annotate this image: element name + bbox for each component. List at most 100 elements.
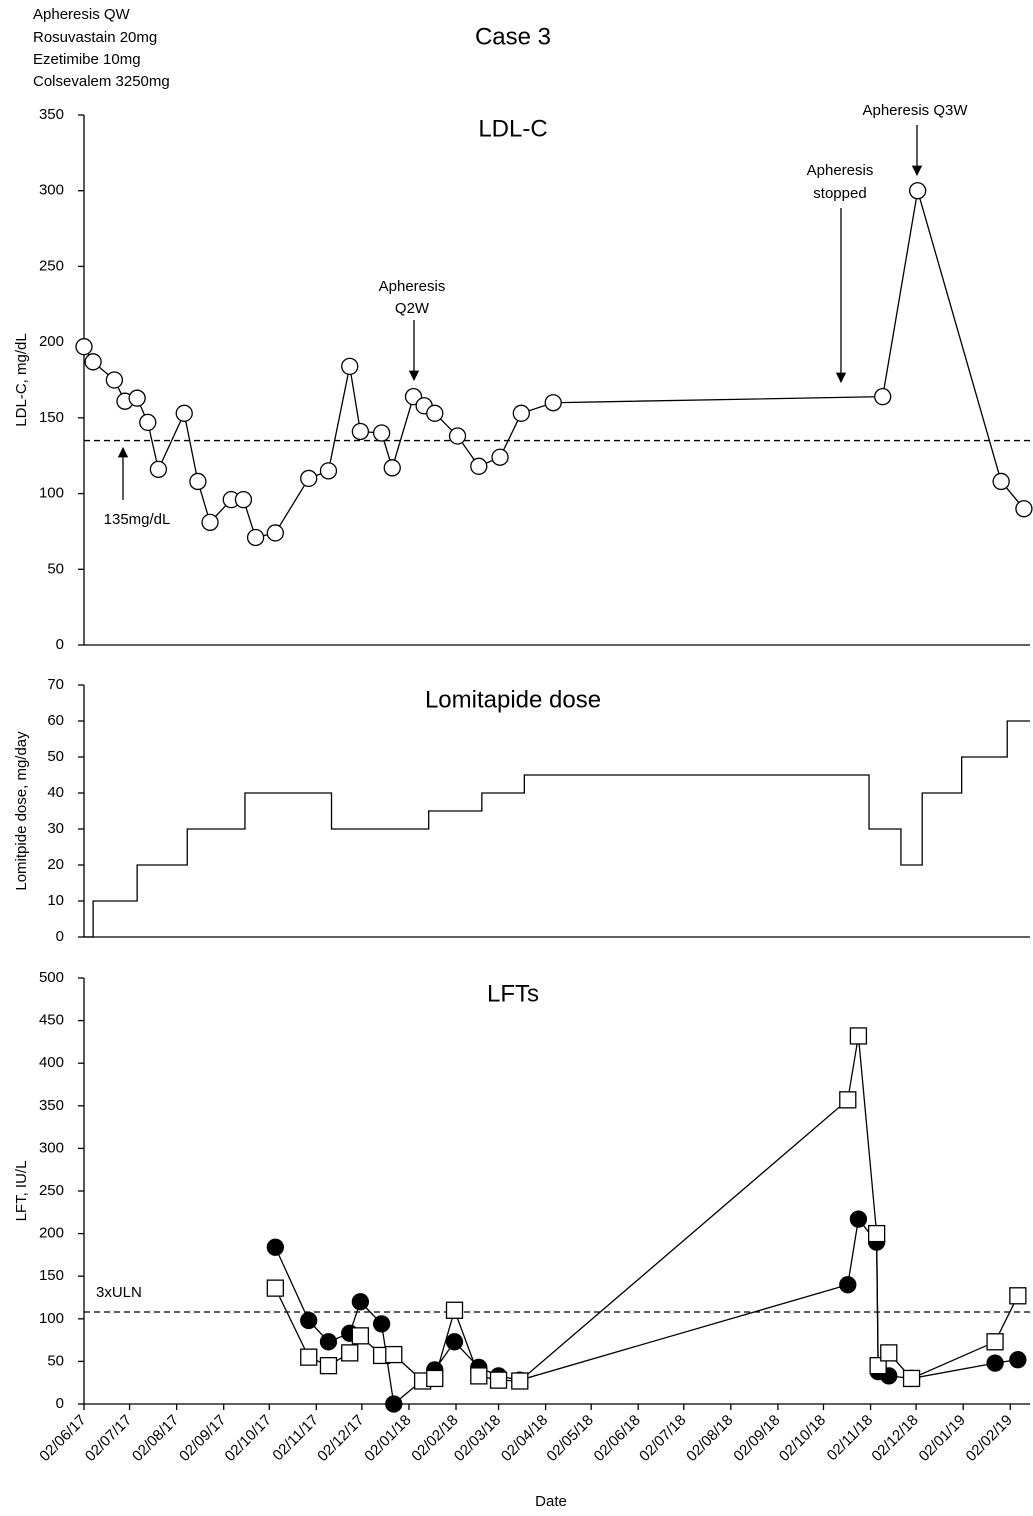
circle-marker [491, 448, 509, 466]
y-tick-label: 350 [39, 106, 64, 123]
x-tick-label: 02/09/18 [730, 1412, 783, 1465]
x-tick-label: 02/11/17 [269, 1412, 322, 1465]
note: Ezetimibe 10mg [33, 51, 141, 68]
circle-marker [341, 357, 359, 376]
dose-step-line [84, 720, 1030, 938]
y-tick-label: 500 [39, 969, 64, 986]
annotation: Apheresis [807, 162, 874, 179]
x-tick-label: 02/04/18 [498, 1412, 551, 1465]
circle-marker [105, 371, 124, 389]
y-tick-label: 200 [39, 333, 64, 350]
x-tick-label: 02/11/18 [824, 1412, 877, 1465]
circle-marker [986, 1354, 1004, 1372]
y-tick-label: 70 [47, 676, 64, 693]
circle-marker [874, 388, 892, 406]
x-tick-label: 02/06/18 [591, 1412, 644, 1465]
circle-marker [839, 1276, 857, 1294]
y-tick-label: 0 [56, 928, 64, 945]
annotation: 135mg/dL [104, 511, 171, 528]
square-marker [341, 1344, 359, 1362]
circle-marker [445, 1333, 464, 1351]
y-tick-label: 300 [39, 182, 64, 199]
circle-marker [512, 404, 530, 422]
circle-marker [175, 404, 193, 422]
panel-title: Lomitapide dose [425, 686, 601, 713]
x-tick-label: 02/10/18 [776, 1412, 829, 1465]
circle-marker [300, 469, 318, 488]
circle-marker [1015, 500, 1033, 518]
square-marker [839, 1091, 857, 1109]
x-tick-label: 02/10/17 [222, 1412, 275, 1465]
annotation: Apheresis [379, 278, 446, 295]
circle-marker [351, 422, 370, 441]
y-axis-label: Lomitpide dose, mg/day [13, 731, 30, 891]
y-tick-label: 200 [39, 1225, 64, 1242]
note: Apheresis QW [33, 6, 131, 23]
y-tick-label: 250 [39, 1182, 64, 1199]
circle-marker [319, 462, 338, 480]
y-tick-label: 10 [47, 892, 64, 909]
circle-marker [908, 182, 927, 200]
series-line [83, 190, 1025, 539]
y-tick-label: 300 [39, 1139, 64, 1156]
x-tick-label: 02/06/17 [36, 1412, 89, 1465]
circle-marker [300, 1311, 318, 1330]
circle-marker [372, 1315, 391, 1333]
y-tick-label: 60 [47, 712, 64, 729]
square-marker [300, 1348, 318, 1366]
x-tick-label: 02/08/18 [683, 1412, 736, 1465]
x-tick-label: 02/03/18 [451, 1412, 504, 1465]
circle-marker [266, 1238, 284, 1256]
circle-marker [319, 1333, 338, 1351]
square-marker [902, 1369, 921, 1388]
square-marker [351, 1327, 370, 1345]
y-tick-label: 0 [56, 1395, 64, 1412]
x-axis-label: Date [535, 1493, 567, 1510]
y-tick-label: 100 [39, 485, 64, 502]
circle-marker [234, 490, 253, 509]
annotation: Q2W [395, 300, 430, 317]
circle-marker [75, 338, 93, 356]
circle-marker [201, 513, 219, 531]
x-tick-label: 02/12/18 [868, 1412, 921, 1465]
square-marker [511, 1372, 529, 1390]
circle-marker [246, 528, 265, 547]
y-tick-label: 400 [39, 1054, 64, 1071]
annotation: Apheresis Q3W [862, 102, 968, 119]
note: Colsevalem 3250mg [33, 73, 170, 90]
square-marker [880, 1344, 898, 1362]
y-tick-label: 50 [47, 1352, 64, 1369]
square-marker [986, 1333, 1004, 1351]
circle-marker [128, 389, 146, 407]
square-marker [445, 1301, 464, 1319]
figure-title: Case 3 [475, 23, 551, 50]
circle-marker [849, 1210, 868, 1228]
y-tick-label: 40 [47, 784, 64, 801]
square-marker [426, 1369, 444, 1388]
x-tick-label: 02/07/17 [82, 1412, 135, 1465]
y-tick-label: 50 [47, 748, 64, 765]
y-tick-label: 350 [39, 1097, 64, 1114]
square-marker [869, 1357, 887, 1375]
y-tick-label: 150 [39, 1267, 64, 1284]
square-marker [319, 1357, 338, 1375]
square-marker [849, 1027, 868, 1045]
square-marker [266, 1279, 284, 1297]
y-axis-label: LFT, IU/L [13, 1161, 30, 1222]
square-marker [470, 1367, 488, 1385]
circle-marker [544, 394, 562, 412]
y-tick-label: 450 [39, 1012, 64, 1029]
y-tick-label: 150 [39, 409, 64, 426]
x-tick-label: 02/02/19 [963, 1412, 1016, 1465]
x-tick-label: 02/01/18 [361, 1412, 414, 1465]
circle-marker [84, 353, 102, 371]
y-tick-label: 250 [39, 257, 64, 274]
circle-marker [448, 427, 467, 445]
circle-marker [383, 459, 401, 477]
x-tick-label: 02/08/17 [129, 1412, 182, 1465]
circle-marker [351, 1293, 370, 1311]
annotation: stopped [813, 185, 866, 202]
square-marker [385, 1345, 403, 1364]
y-tick-label: 30 [47, 820, 64, 837]
